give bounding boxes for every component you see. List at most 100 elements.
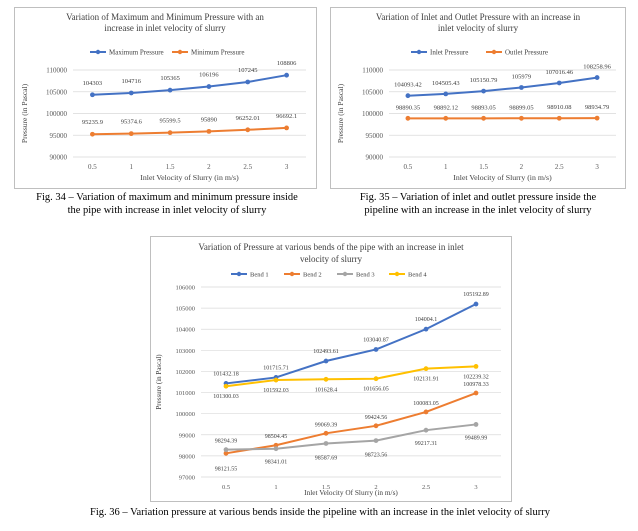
data-point [373,423,379,429]
data-point [323,430,329,436]
x-tick-label: 2.5 [243,163,252,171]
data-point [273,446,279,452]
data-label: 104093.42 [394,82,422,89]
caption-fig36-line1: Fig. 36 – Variation pressure at various … [90,507,550,518]
legend-marker [236,271,242,277]
x-tick-label: 2 [520,163,524,171]
chart-panel-36: Variation of Pressure at various bends o… [150,236,512,502]
caption-fig35-line2: pipeline with an increase in the inlet v… [364,205,592,216]
data-label: 98890.35 [396,104,420,111]
y-tick-label: 104000 [176,327,196,334]
y-tick-label: 99000 [179,432,195,439]
caption-fig34: Fig. 34 – Variation of maximum and minim… [8,191,326,217]
data-label: 99489.99 [465,435,488,441]
data-point [167,130,173,136]
chart-title-line: Variation of Maximum and Minimum Pressur… [66,12,264,22]
data-label: 101628.4 [315,387,338,393]
data-point [90,131,95,137]
x-tick-label: 0.5 [222,484,230,491]
data-point [405,115,411,121]
data-point [323,358,329,364]
data-label: 104716 [122,78,142,85]
chart-panel-34: Variation of Maximum and Minimum Pressur… [14,7,317,189]
legend-label: Bend 4 [408,272,427,279]
y-tick-label: 100000 [362,110,384,118]
data-point [481,115,486,121]
legend-marker [342,271,348,277]
data-point [519,85,524,90]
caption-fig35-line1: Fig. 35 – Variation of inlet and outlet … [359,192,597,203]
caption-fig36: Fig. 36 – Variation pressure at various … [20,506,620,519]
data-point [423,409,429,415]
data-label: 102239.32 [463,374,489,380]
x-tick-label: 1 [444,163,448,171]
data-point [443,91,449,97]
data-point [594,75,600,80]
data-point [423,326,429,332]
x-tick-label: 1.5 [322,484,330,491]
y-tick-label: 95000 [50,132,68,140]
data-label: 98294.39 [215,439,238,445]
data-point [273,442,279,448]
data-point [481,88,486,94]
data-point [223,383,229,389]
x-tick-label: 3 [595,163,599,171]
data-point [284,125,289,131]
legend-marker [491,49,497,55]
data-point [423,366,429,372]
legend-label: Bend 3 [356,272,375,279]
data-label: 98899.05 [509,104,533,111]
chart-title-line: increase in inlet velocity of slurry [104,23,226,33]
data-point [405,93,411,99]
data-label: 100978.33 [463,382,489,388]
data-label: 99424.56 [365,415,388,421]
data-point [323,441,329,446]
data-label: 105365 [160,75,180,82]
data-label: 100083.05 [413,401,439,407]
x-tick-label: 3 [285,163,289,171]
data-point [594,115,600,121]
x-tick-label: 0.5 [404,163,413,171]
legend-marker [95,49,101,55]
x-tick-label: 2.5 [422,484,430,491]
data-label: 98504.45 [265,434,288,440]
chart-title-line: Variation of Pressure at various bends o… [198,242,464,252]
y-tick-label: 100000 [46,110,68,118]
data-label: 103040.87 [363,337,389,343]
series-line [225,392,477,455]
data-point [245,127,251,133]
caption-fig34-line2: the pipe with increase in inlet velocity… [67,205,267,216]
legend-label: Inlet Pressure [430,49,468,57]
x-tick-label: 1.5 [479,163,488,171]
data-label: 105150.79 [470,77,498,84]
series-line [225,303,477,385]
data-point [167,87,173,93]
chart-panel-35: Variation of Inlet and Outlet Pressure w… [330,7,626,189]
data-point [206,128,212,134]
data-label: 98587.69 [315,455,338,461]
x-tick-label: 1 [130,163,134,171]
y-tick-label: 98000 [179,453,195,460]
y-tick-label: 90000 [366,154,384,162]
y-axis-label: Pressure (in Pascal) [155,354,163,410]
data-point [223,447,229,453]
y-tick-label: 97000 [179,475,195,482]
data-label: 98121.55 [215,466,238,472]
series-line [92,126,287,136]
x-tick-label: 0.5 [88,163,97,171]
legend-label: Maximum Pressure [109,49,164,57]
data-label: 101300.03 [213,394,239,400]
data-label: 105979 [512,73,532,80]
y-tick-label: 105000 [176,306,196,313]
data-label: 104303 [83,80,103,87]
chart-34: Variation of Maximum and Minimum Pressur… [20,12,306,182]
legend-label: Bend 2 [303,272,322,279]
legend-label: Bend 1 [250,272,269,279]
data-point [423,427,429,433]
data-point [284,72,289,78]
data-point [556,80,562,86]
data-label: 96692.1 [276,113,297,120]
data-point [473,390,479,396]
y-tick-label: 95000 [366,132,384,140]
data-label: 101715.71 [263,365,289,371]
